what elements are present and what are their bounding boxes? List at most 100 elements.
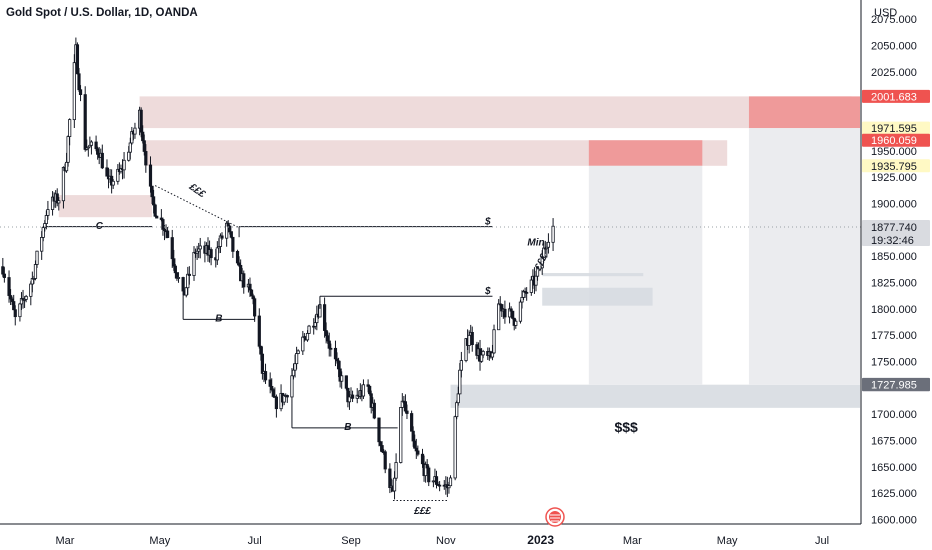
candle-body [305,332,310,341]
candle-body [153,204,157,217]
candle-body [33,264,38,279]
candle-body [66,136,70,163]
candle-body [187,273,191,276]
price-tick-label: 1650.000 [871,462,917,474]
candle [453,415,457,481]
candle-body [467,334,471,346]
candle-body [525,291,529,294]
price-badge-value: 1727.985 [871,380,917,392]
price-badge: 1727.985 [862,378,930,392]
candle [68,118,72,146]
candle-body [128,142,132,153]
candle [361,379,366,400]
candle-body [142,140,146,152]
candle-body [2,273,6,278]
candle-body [420,453,425,465]
candle [153,203,157,217]
candle-body [263,371,268,381]
candle-body [29,283,33,297]
candle [416,445,420,457]
candle-body [518,301,523,322]
candle-body [61,166,66,202]
candle-body [209,249,213,259]
candle-body [155,215,159,219]
price-tick-label: 1825.000 [871,278,917,290]
candle-body [511,310,515,319]
candle [209,247,213,266]
candle-body [40,236,44,252]
projection-zone [748,128,860,385]
candle-body [68,119,72,137]
candle-body [161,219,165,230]
price-badge-bg [862,121,930,135]
price-tick-label: 1900.000 [871,199,917,211]
price-badge-bg [862,378,930,392]
price-badge-value: 1960.059 [871,135,917,147]
candle-body [46,209,50,216]
candle-body [324,330,328,337]
candle-body [235,250,240,264]
candle-body [77,73,81,91]
candle-body [192,251,196,276]
candle-body [215,247,219,261]
candle [329,343,333,357]
price-badge-value: 1935.795 [871,161,917,173]
candle-body [7,277,11,296]
candle-body [257,315,261,347]
candle [83,86,87,152]
candle [394,453,398,481]
candle-body [529,279,533,293]
candle [176,272,181,283]
chart-annotation: $ [484,286,491,297]
candle-body [44,215,48,224]
candle-body [75,44,80,75]
candle [455,400,459,420]
candle-body [260,353,265,374]
candle-body [83,94,87,150]
candle-body [249,289,254,297]
price-tick-label: 1800.000 [871,304,917,316]
candle-body [481,350,485,356]
candle [551,218,555,251]
price-badge: 2001.683 [862,89,930,103]
candle [274,394,279,418]
candle-body [405,410,409,414]
candle-body [333,347,338,360]
candle-body [111,180,115,186]
candle [242,270,246,294]
candle [399,406,403,464]
candle [144,144,148,173]
candle-body [165,230,170,238]
candle [296,349,300,355]
price-tick-label: 1950.000 [871,146,917,158]
chart-annotation: B [215,313,222,324]
currency-label: USD [874,7,898,19]
price-axis[interactable]: 2075.000 2050.000 2025.000 1950.000 1925.000… [860,0,932,550]
candle-body [141,131,145,142]
candle-body [347,396,352,403]
candle-body [295,353,299,365]
time-axis[interactable]: Mar May Jul Sep Nov 2023 Mar May Jul [0,523,932,550]
candle [78,85,83,102]
candle-body [139,109,143,133]
candle-body [293,363,297,371]
candle-body [231,236,235,252]
candle-body [455,402,459,418]
time-tick-labels: Mar May Jul Sep Nov 2023 Mar May Jul [56,533,830,547]
candle-body [425,464,429,469]
chart-annotation: £££ [413,506,431,517]
candle [470,326,474,352]
candle-body [186,273,190,289]
time-tick-label: May [717,535,738,547]
candle-body [150,185,154,198]
us-flag-event-icon[interactable] [545,507,565,527]
candle-body [94,141,98,150]
price-tick-label: 1700.000 [871,409,917,421]
candle-body [410,413,414,432]
candle-body [551,225,555,243]
candle-body [411,430,415,442]
candle [503,300,507,324]
